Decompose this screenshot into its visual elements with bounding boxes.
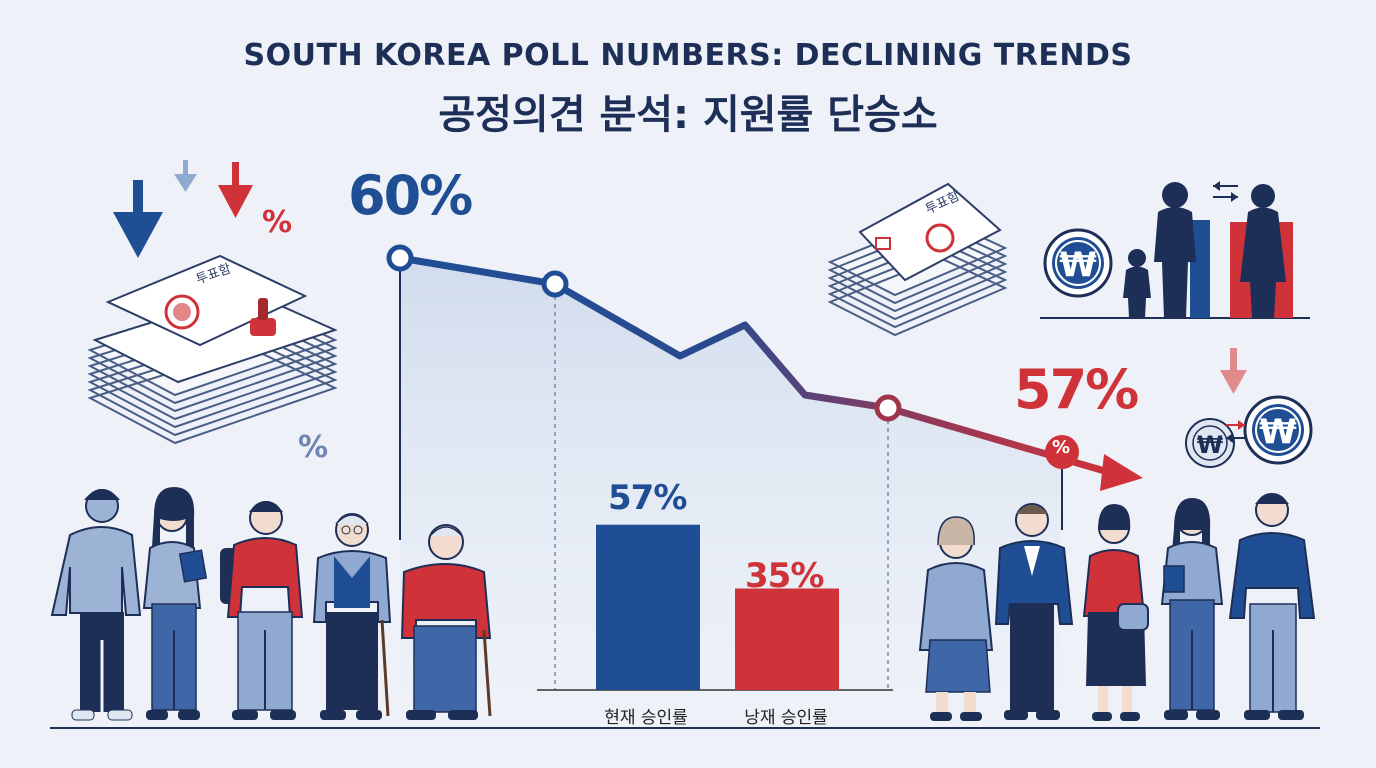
- ballot-stack-icon: [87, 254, 338, 445]
- bar-2: [735, 588, 839, 690]
- person-icon: [994, 503, 1074, 720]
- down-arrow-icon: [113, 180, 163, 258]
- won-coin-icon: [1043, 228, 1113, 298]
- ballot-stack-right-icon: [827, 182, 1008, 337]
- small-down-arrow-icon: [174, 160, 197, 192]
- bar-group: [596, 524, 839, 690]
- line-label-start: 60%: [348, 164, 473, 227]
- won-coin-pair-icon: [1185, 395, 1313, 468]
- person-icon: [400, 524, 492, 720]
- bar-category-label-2: 낭재 승인률: [744, 708, 828, 728]
- red-down-arrow-icon: [218, 162, 253, 218]
- red-down-arrow-right-icon: [1220, 348, 1247, 394]
- won-symbol-2: ₩: [1197, 431, 1224, 459]
- people-group-right: [918, 493, 1316, 721]
- line-marker-badge-label: %: [1052, 437, 1071, 458]
- bar-value-label-1: 57%: [608, 478, 687, 518]
- person-icon: [220, 501, 304, 720]
- person-icon: [1082, 504, 1149, 721]
- trend-marker-1: [386, 244, 414, 272]
- person-icon: [918, 516, 994, 721]
- person-icon: [312, 513, 392, 720]
- exchange-arrows-icon: [1213, 181, 1238, 202]
- trend-arrowhead: [1100, 454, 1143, 491]
- person-icon: [1228, 493, 1316, 720]
- won-symbol-1: ₩: [1059, 245, 1097, 285]
- trend-marker-badge: [1045, 435, 1079, 469]
- people-group-left: [50, 487, 492, 721]
- trend-area: [400, 258, 1060, 690]
- title-english: SOUTH KOREA POLL NUMBERS: DECLINING TREN…: [243, 38, 1133, 73]
- title-korean: 공정의견 분석: 지원률 단승소: [438, 92, 938, 138]
- percent-sign-red: %: [262, 205, 293, 240]
- bar-1: [596, 524, 700, 690]
- bar-category-label-1: 현재 승인률: [604, 708, 688, 728]
- person-icon: [142, 487, 208, 720]
- won-symbol-3: ₩: [1259, 412, 1297, 452]
- percent-sign-blue: %: [298, 430, 329, 465]
- trend-line: [396, 254, 1119, 478]
- bar-value-label-2: 35%: [745, 556, 824, 596]
- line-label-end: 57%: [1014, 358, 1139, 421]
- person-icon: [50, 489, 142, 721]
- person-icon: [1160, 498, 1224, 720]
- family-bars-icon: [1040, 182, 1310, 319]
- trend-marker-3: [874, 394, 902, 422]
- trend-marker-2: [541, 270, 569, 298]
